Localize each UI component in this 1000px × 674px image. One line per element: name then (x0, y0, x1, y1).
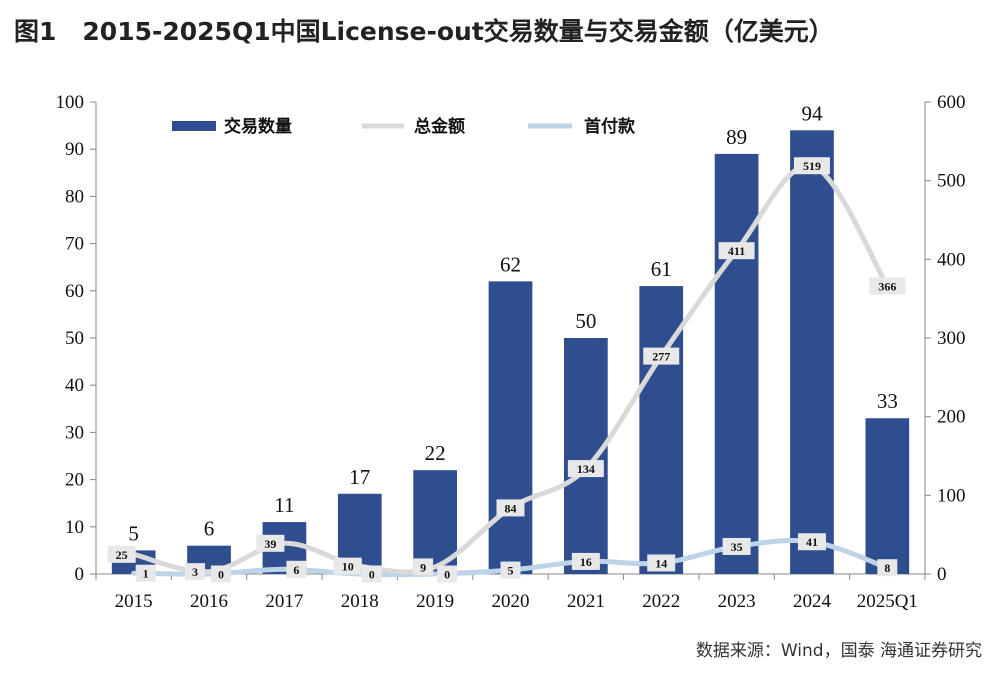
x-tick-label: 2024 (793, 591, 832, 612)
bar (488, 281, 533, 574)
x-tick-label: 2021 (567, 591, 605, 612)
bar-data-label: 62 (500, 252, 521, 276)
upfront-data-label: 41 (806, 535, 818, 549)
x-tick-label: 2015 (115, 591, 153, 612)
x-tick-label: 2018 (341, 591, 379, 612)
total-amount-label-box (567, 460, 604, 478)
upfront-data-label: 6 (293, 563, 299, 577)
right-tick-label: 400 (937, 249, 966, 270)
upfront-data-label: 0 (444, 568, 450, 582)
upfront-label-box (722, 537, 751, 555)
bar-data-label: 22 (425, 441, 446, 465)
right-tick-label: 100 (937, 485, 966, 506)
upfront-label-box (361, 565, 382, 583)
upfront-data-label: 0 (369, 568, 375, 582)
upfront-data-label: 1 (143, 567, 149, 581)
legend-swatch-bar (172, 121, 216, 131)
x-tick-label: 2023 (718, 591, 756, 612)
upfront-data-label: 35 (731, 540, 743, 554)
x-tick-label: 2022 (642, 591, 680, 612)
right-tick-label: 600 (937, 92, 966, 113)
upfront-label-box (797, 533, 826, 551)
upfront-label-box (571, 552, 600, 570)
figure-label: 图1 (14, 17, 57, 46)
total-amount-label-box (643, 347, 680, 365)
upfront-label-box (286, 560, 307, 578)
bar-data-label: 61 (651, 257, 672, 281)
total-amount-data-label: 25 (116, 548, 128, 562)
total-amount-data-label: 519 (803, 159, 821, 173)
total-amount-label-box (869, 277, 906, 295)
left-tick-label: 100 (56, 92, 85, 113)
bar-data-label: 6 (204, 517, 215, 541)
total-amount-data-label: 84 (505, 501, 517, 515)
bar-data-label: 17 (349, 465, 370, 489)
upfront-data-label: 16 (580, 555, 592, 569)
total-amount-data-label: 411 (728, 244, 745, 258)
total-amount-label-box (333, 557, 362, 575)
x-tick-label: 2019 (416, 591, 454, 612)
upfront-label-box (500, 561, 521, 579)
upfront-data-label: 5 (508, 564, 514, 578)
x-tick-label: 2025Q1 (857, 591, 918, 612)
total-amount-label-box (107, 545, 136, 563)
total-amount-data-label: 10 (342, 560, 354, 574)
source-note: 数据来源：Wind，国泰 海通证券研究 (695, 641, 982, 661)
total-amount-label-box (413, 558, 434, 576)
bar (639, 286, 684, 574)
upfront-label-box (135, 564, 156, 582)
upfront-label-box (877, 559, 898, 577)
left-tick-label: 20 (65, 470, 84, 491)
chart-title: 图1 2015-2025Q1中国License-out交易数量与交易金额（亿美元） (14, 12, 834, 48)
bar-data-label: 50 (575, 309, 596, 333)
legend-label-bar: 交易数量 (224, 116, 292, 137)
left-tick-label: 50 (65, 328, 84, 349)
x-tick-label: 2020 (492, 591, 530, 612)
total-amount-label-box (496, 499, 525, 517)
total-amount-data-label: 9 (420, 560, 426, 574)
bar-data-label: 89 (726, 125, 747, 149)
left-tick-label: 60 (65, 281, 84, 302)
upfront-data-label: 14 (655, 556, 667, 570)
left-tick-label: 10 (65, 517, 84, 538)
upfront-label-box (647, 554, 676, 572)
total-amount-data-label: 134 (577, 462, 595, 476)
right-tick-label: 0 (937, 564, 947, 585)
upfront-data-label: 0 (218, 568, 224, 582)
total-amount-data-label: 3 (192, 565, 198, 579)
total-amount-label-box (185, 563, 206, 581)
total-amount-label-box (256, 534, 285, 552)
bar (714, 153, 759, 575)
right-tick-label: 500 (937, 171, 966, 192)
bar-data-label: 94 (801, 101, 823, 125)
x-tick-label: 2016 (190, 591, 228, 612)
total-amount-label-box (793, 157, 830, 175)
total-amount-data-label: 366 (878, 280, 896, 294)
left-tick-label: 80 (65, 186, 84, 207)
bar (564, 338, 608, 574)
legend-label-upfront: 首付款 (584, 116, 636, 137)
upfront-label-box (437, 565, 458, 583)
right-tick-label: 300 (937, 328, 966, 349)
upfront-data-label: 8 (884, 561, 890, 575)
left-tick-label: 90 (65, 139, 84, 160)
bar (790, 130, 834, 574)
bar (865, 418, 910, 574)
bar-data-label: 11 (274, 493, 294, 517)
x-tick-label: 2017 (265, 591, 303, 612)
left-tick-label: 30 (65, 422, 84, 443)
legend-label-total: 总金额 (414, 116, 465, 137)
left-tick-label: 70 (65, 234, 84, 255)
bar-data-label: 5 (128, 521, 139, 545)
total-amount-data-label: 277 (652, 350, 670, 364)
figure-title: 2015-2025Q1中国License-out交易数量与交易金额（亿美元） (82, 17, 834, 46)
total-amount-label-box (718, 242, 755, 260)
upfront-label-box (211, 565, 232, 583)
left-tick-label: 40 (65, 375, 84, 396)
left-tick-label: 0 (75, 564, 85, 585)
bar-data-label: 33 (877, 389, 898, 413)
right-tick-label: 200 (937, 407, 966, 428)
total-amount-data-label: 39 (264, 537, 276, 551)
